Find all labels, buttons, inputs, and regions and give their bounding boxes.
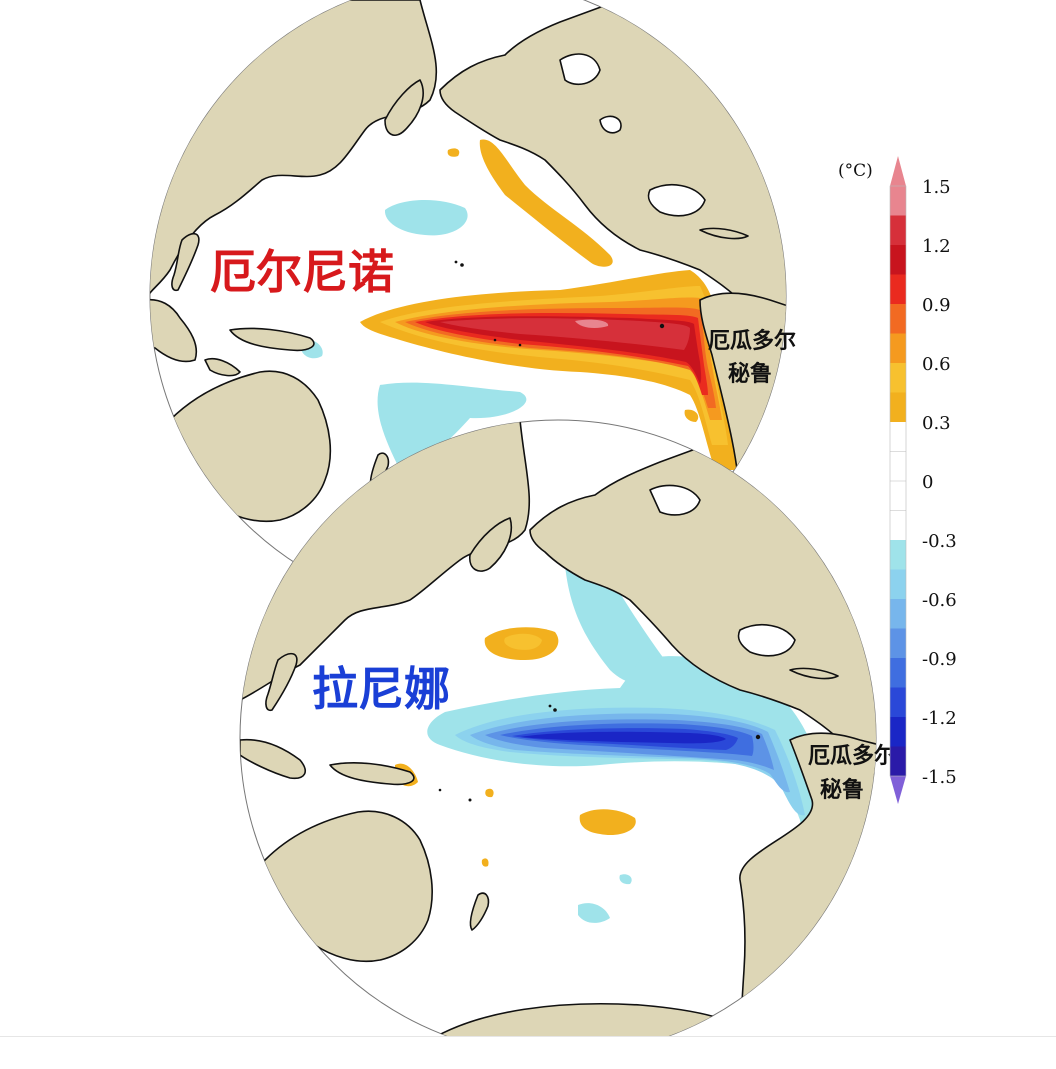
el-nino-small-islands [454, 260, 665, 347]
colorbar-level-6 [890, 363, 906, 393]
la-nina-small-islands [438, 704, 761, 802]
colorbar-level-7 [890, 392, 906, 422]
colorbar-unit-label: (°C) [838, 161, 873, 181]
colorbar-level-15 [890, 717, 906, 747]
colorbar-tick-label: 0.6 [922, 354, 951, 375]
colorbar-tick-label: -1.2 [922, 708, 957, 729]
colorbar-level-1 [890, 215, 906, 245]
colorbar-level-4 [890, 304, 906, 334]
la-nina-ecuador-label: 厄瓜多尔 [808, 743, 896, 769]
colorbar-tick-label: 0.9 [922, 295, 951, 316]
colorbar-tick-labels: 1.5 1.2 0.9 0.6 0.3 0 -0.3 -0.6 -0.9 -1.2 -1.5 [922, 177, 957, 788]
globe-la-nina [239, 419, 877, 1057]
colorbar-level-2 [890, 245, 906, 275]
el-nino-anomaly-field [299, 139, 740, 470]
colorbar-tick-label: -0.6 [922, 590, 957, 611]
colorbar-levels [889, 156, 907, 804]
colorbar-level-16 [890, 746, 906, 776]
el-nino-land [150, 0, 786, 614]
colorbar-tick-label: -1.5 [922, 767, 957, 788]
la-nina-peru-label: 秘鲁 [820, 777, 864, 803]
colorbar-level-5 [890, 333, 906, 363]
la-nina-anomaly-field [395, 560, 836, 923]
colorbar-level-9 [890, 540, 906, 570]
colorbar-tick-label: 0 [922, 472, 933, 493]
colorbar-tick-label: 1.2 [922, 236, 951, 257]
el-nino-peru-label: 秘鲁 [728, 361, 772, 387]
globe-el-nino [149, 0, 787, 615]
colorbar-level-3 [890, 274, 906, 304]
colorbar-tick-label: 0.3 [922, 413, 951, 434]
colorbar-level-11 [890, 599, 906, 629]
la-nina-title: 拉尼娜 [312, 662, 450, 716]
colorbar-level-13 [890, 658, 906, 688]
temperature-colorbar: (°C) 1.5 1.2 0.9 0.6 0.3 0 -0.3 -0.6 -0.9 -1.2 -1.… [838, 156, 957, 804]
colorbar-level-0 [890, 186, 906, 216]
colorbar-tick-label: -0.3 [922, 531, 957, 552]
colorbar-outline [889, 185, 907, 777]
colorbar-cap-bottom [890, 776, 906, 804]
colorbar-level-12 [890, 628, 906, 658]
colorbar-tick-label: -0.9 [922, 649, 957, 670]
colorbar-cap-top [890, 156, 906, 186]
el-nino-ecuador-label: 厄瓜多尔 [708, 328, 796, 354]
colorbar-tick-label: 1.5 [922, 177, 951, 198]
colorbar-level-10 [890, 569, 906, 599]
colorbar-level-14 [890, 687, 906, 717]
bottom-margin-bar [0, 1036, 1056, 1069]
el-nino-title: 厄尔尼诺 [210, 245, 394, 299]
